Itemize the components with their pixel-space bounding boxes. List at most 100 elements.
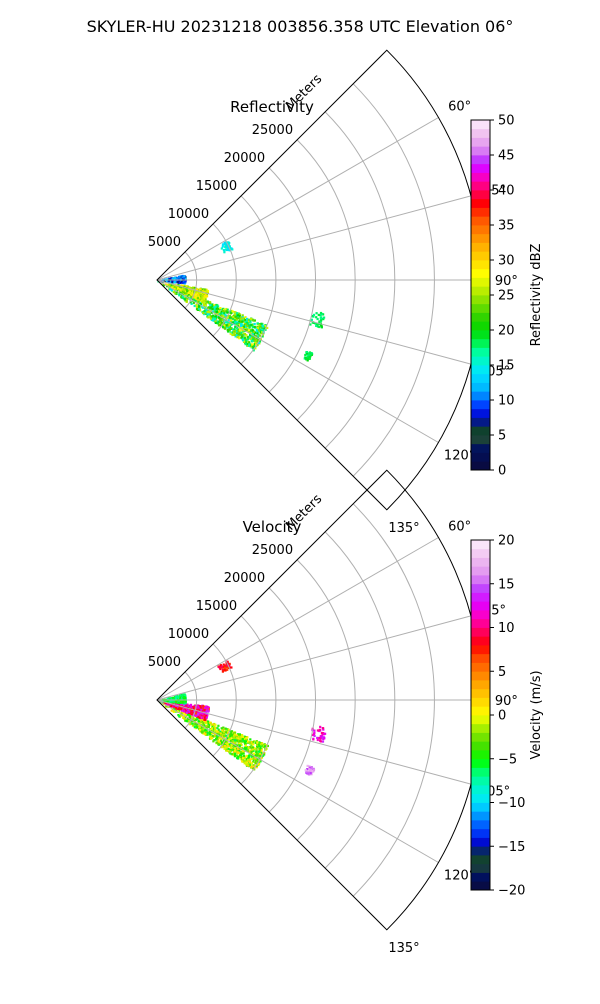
echo-gate: [202, 709, 205, 713]
colorbar-level: [471, 225, 490, 235]
echo-gate: [244, 324, 247, 327]
echo-gate: [222, 315, 225, 318]
echo-gate: [252, 749, 255, 752]
echo-gate: [248, 343, 251, 346]
echo-gate: [194, 718, 198, 721]
echo-gate: [221, 746, 224, 749]
echo-gate: [194, 294, 197, 297]
echo-gate: [313, 734, 316, 737]
echo-gate: [251, 339, 254, 342]
echo-gate: [231, 753, 234, 756]
colorbar-tick-label: −10: [498, 796, 525, 811]
echo-gate: [213, 304, 216, 307]
echo-gate: [211, 734, 214, 737]
radial-tick-label: 15000: [196, 179, 237, 194]
echo-gate: [255, 740, 258, 743]
echo-gate: [315, 316, 318, 319]
echo-gate: [204, 293, 207, 296]
echo-gate: [217, 724, 220, 727]
echo-gate: [200, 714, 203, 717]
echo-gate: [210, 731, 214, 735]
echo-gate: [251, 336, 255, 339]
echo-gate: [318, 320, 321, 323]
echo-gate: [201, 707, 205, 710]
echo-gate: [206, 714, 209, 717]
echo-gate: [221, 243, 225, 246]
echo-gate: [190, 709, 193, 712]
echo-gate: [225, 243, 228, 247]
colorbar-tick-label: 30: [498, 254, 515, 269]
echo-gate: [243, 332, 247, 336]
echo-gate: [181, 274, 184, 278]
echo-gate: [216, 313, 219, 316]
echo-gate: [178, 289, 181, 292]
echo-gate: [186, 703, 189, 706]
colorbar-level: [471, 338, 490, 348]
echo-gate: [250, 762, 253, 765]
echo-gate: [308, 772, 311, 776]
echo-gate: [206, 313, 209, 316]
colorbar-level: [471, 347, 490, 357]
echo-gate: [237, 733, 240, 736]
echo-gate: [184, 700, 187, 703]
echo-gate: [230, 316, 233, 319]
echo-gate: [223, 308, 226, 311]
echo-gate: [210, 723, 213, 726]
echo-gate: [256, 754, 259, 757]
echo-gate: [214, 729, 217, 732]
echo-gate: [175, 280, 178, 283]
colorbar-level: [471, 723, 490, 733]
echo-gate: [204, 720, 207, 723]
colorbar-level: [471, 435, 490, 445]
colorbar-tick-label: −15: [498, 840, 525, 855]
echo-gate: [195, 710, 198, 713]
azimuth-tick-label: 120°: [444, 449, 475, 464]
colorbar-level: [471, 198, 490, 208]
echo-gate: [198, 716, 201, 719]
colorbar-level: [471, 645, 490, 655]
echo-gate: [177, 281, 180, 284]
echo-gate: [194, 296, 197, 299]
colorbar-level: [471, 233, 490, 243]
echo-gate: [237, 737, 240, 740]
echo-gate: [196, 298, 199, 301]
echo-gate: [178, 701, 181, 704]
echo-gate: [197, 720, 201, 723]
echo-gate: [254, 741, 257, 744]
echo-gate: [175, 707, 178, 710]
echo-gate: [215, 741, 218, 744]
echo-gate: [252, 338, 255, 341]
echo-gate: [230, 730, 234, 733]
colorbar-level: [471, 137, 490, 147]
echo-gate: [215, 736, 218, 739]
echo-gate: [231, 333, 234, 337]
reflectivity-title: Reflectivity: [230, 98, 314, 116]
echo-gate: [216, 320, 219, 323]
echo-gate: [205, 308, 208, 311]
echo-gate: [246, 343, 249, 346]
colorbar-tick-label: −20: [498, 884, 525, 899]
colorbar-level: [471, 811, 490, 821]
echo-gate: [233, 323, 237, 326]
echo-gate: [247, 747, 250, 750]
echo-gate: [232, 734, 236, 737]
echo-gate: [219, 732, 222, 735]
echo-gate: [200, 295, 203, 298]
echo-gate: [174, 700, 178, 703]
echo-gate: [183, 710, 186, 713]
echo-gate: [200, 711, 203, 715]
echo-gate: [195, 706, 199, 709]
echo-gate: [174, 695, 178, 698]
echo-gate: [206, 708, 209, 711]
echo-gate: [194, 717, 197, 720]
echo-gate: [219, 667, 222, 671]
echo-gate: [241, 320, 244, 323]
echo-gate: [320, 319, 323, 322]
echo-gate: [310, 770, 313, 773]
echo-gate: [196, 723, 199, 726]
echo-gate: [199, 303, 202, 306]
echo-gate: [220, 665, 224, 668]
echo-gate: [227, 311, 230, 314]
echo-gate: [205, 712, 208, 716]
echo-gate: [246, 736, 249, 739]
